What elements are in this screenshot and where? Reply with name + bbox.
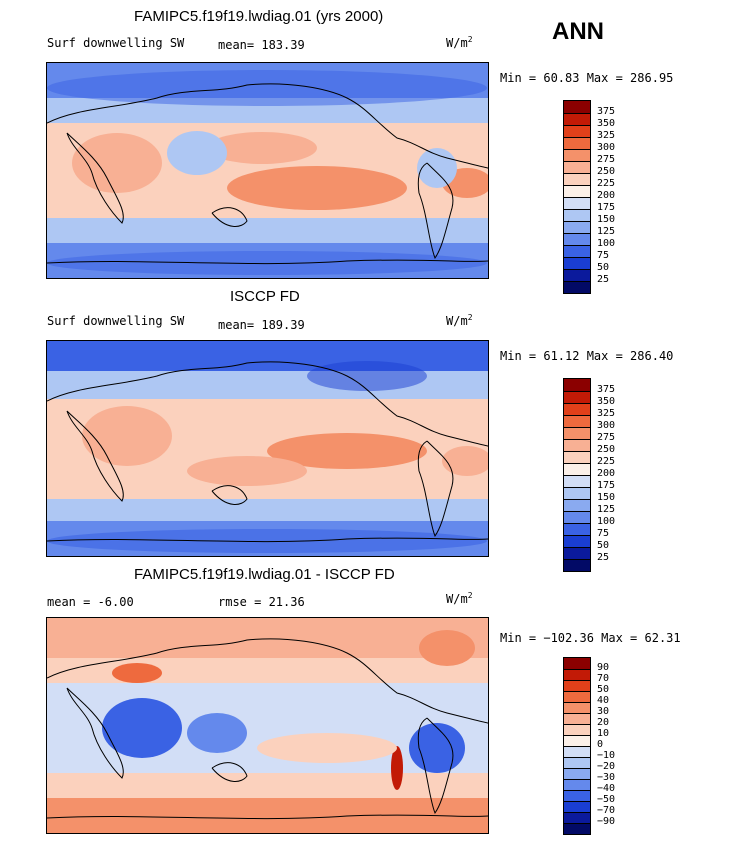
cb-tick: 300 [597, 142, 616, 153]
cb-tick: 150 [597, 492, 616, 503]
panel1-map-field [47, 63, 488, 278]
cb-tick: 50 [597, 540, 610, 551]
cb-tick: −50 [597, 794, 616, 805]
cb-tick: 90 [597, 662, 610, 673]
panel1-title: FAMIPC5.f19f19.lwdiag.01 (yrs 2000) [134, 8, 384, 25]
cb-tick: 250 [597, 166, 616, 177]
cb-tick: 175 [597, 202, 616, 213]
panel2-mean: mean= 189.39 [218, 318, 305, 332]
cb-tick: 200 [597, 190, 616, 201]
panel1-minmax: Min = 60.83 Max = 286.95 [500, 71, 674, 85]
panel2-map [46, 340, 489, 557]
cb-tick: 40 [597, 695, 610, 706]
cb-tick: 0 [597, 739, 604, 750]
panel3-minmax: Min = −102.36 Max = 62.31 [500, 631, 681, 645]
cb-tick: 30 [597, 706, 610, 717]
panel1-variable: Surf downwelling SW [47, 36, 185, 50]
cb-tick: −10 [597, 750, 616, 761]
cb-tick: 275 [597, 154, 616, 165]
cb-tick: 150 [597, 214, 616, 225]
cb-tick: 70 [597, 673, 610, 684]
panel2-minmax: Min = 61.12 Max = 286.40 [500, 349, 674, 363]
panel3-units: W/m2 [446, 591, 473, 606]
cb-tick: 10 [597, 728, 610, 739]
panel3-title: FAMIPC5.f19f19.lwdiag.01 - ISCCP FD [134, 566, 395, 583]
panel1-mean: mean= 183.39 [218, 38, 305, 52]
panel2-map-field [47, 341, 488, 556]
panel3-map [46, 617, 489, 834]
cb-tick: −30 [597, 772, 616, 783]
panel3-mean: mean = -6.00 [47, 595, 134, 609]
cb-tick: 50 [597, 684, 610, 695]
cb-tick: 175 [597, 480, 616, 491]
panel2-colorbar [563, 378, 591, 572]
cb-tick: −20 [597, 761, 616, 772]
panel3-colorbar [563, 657, 591, 835]
cb-tick: 125 [597, 504, 616, 515]
cb-tick: −40 [597, 783, 616, 794]
cb-tick: 325 [597, 130, 616, 141]
panel1-units: W/m2 [446, 35, 473, 50]
cb-tick: 125 [597, 226, 616, 237]
cb-tick: 225 [597, 456, 616, 467]
panel2-units: W/m2 [446, 313, 473, 328]
cb-tick: 350 [597, 118, 616, 129]
cb-tick: −90 [597, 816, 616, 827]
panel3-map-field [47, 618, 488, 833]
cb-tick: −70 [597, 805, 616, 816]
cb-tick: 200 [597, 468, 616, 479]
cb-tick: 100 [597, 516, 616, 527]
cb-tick: 25 [597, 274, 610, 285]
cb-tick: 375 [597, 384, 616, 395]
panel2-title: ISCCP FD [230, 288, 300, 305]
cb-tick: 20 [597, 717, 610, 728]
cb-tick: 350 [597, 396, 616, 407]
season-label: ANN [552, 18, 604, 45]
cb-tick: 275 [597, 432, 616, 443]
cb-tick: 25 [597, 552, 610, 563]
cb-tick: 100 [597, 238, 616, 249]
cb-tick: 75 [597, 250, 610, 261]
panel3-rmse: rmse = 21.36 [218, 595, 305, 609]
panel1-map [46, 62, 489, 279]
cb-tick: 50 [597, 262, 610, 273]
cb-tick: 75 [597, 528, 610, 539]
panel2-variable: Surf downwelling SW [47, 314, 185, 328]
cb-tick: 300 [597, 420, 616, 431]
cb-tick: 225 [597, 178, 616, 189]
cb-tick: 375 [597, 106, 616, 117]
cb-tick: 325 [597, 408, 616, 419]
cb-tick: 250 [597, 444, 616, 455]
panel1-colorbar [563, 100, 591, 294]
